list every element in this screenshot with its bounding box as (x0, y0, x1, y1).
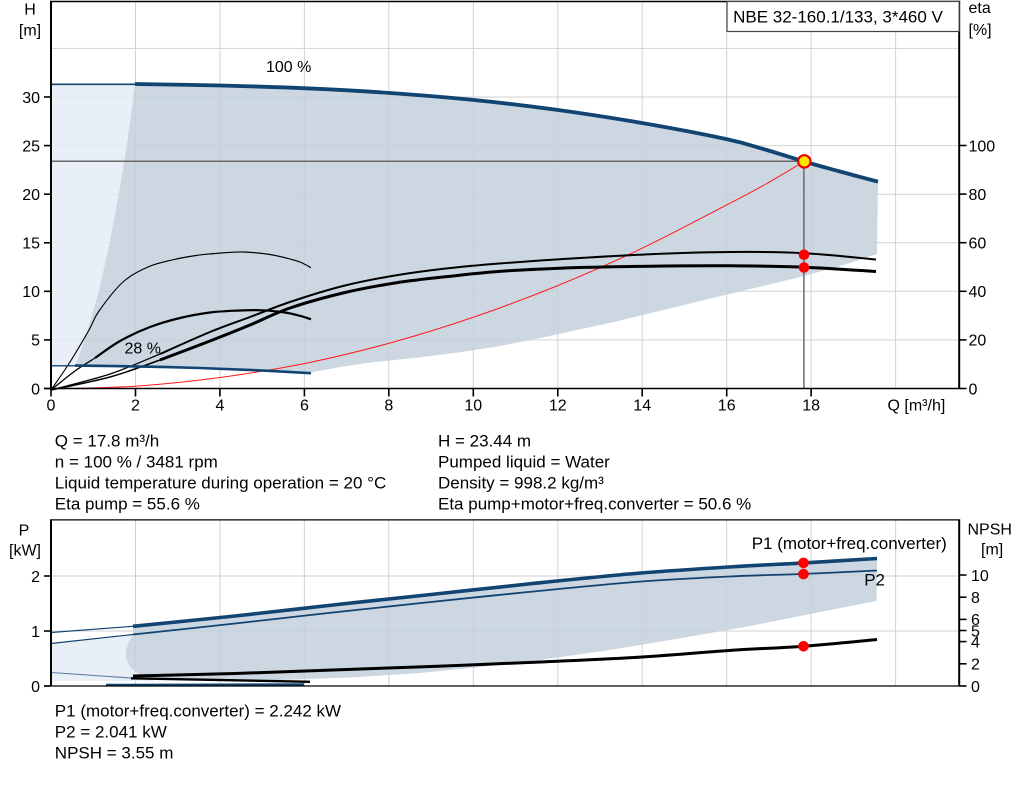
svg-text:P1 (motor+freq.converter): P1 (motor+freq.converter) (752, 534, 947, 553)
svg-text:n = 100 % / 3481 rpm: n = 100 % / 3481 rpm (55, 452, 218, 471)
svg-text:P: P (19, 523, 30, 540)
svg-text:NPSH: NPSH (968, 522, 1012, 539)
svg-text:[%]: [%] (969, 22, 992, 39)
svg-text:eta: eta (969, 0, 991, 17)
svg-text:10: 10 (464, 398, 482, 415)
svg-text:NBE 32-160.1/133, 3*460 V: NBE 32-160.1/133, 3*460 V (733, 8, 943, 27)
svg-text:P2 = 2.041 kW: P2 = 2.041 kW (55, 722, 167, 741)
svg-text:60: 60 (969, 236, 987, 253)
svg-text:0: 0 (969, 381, 978, 398)
svg-text:16: 16 (718, 398, 736, 415)
svg-text:4: 4 (215, 398, 224, 415)
svg-text:28 %: 28 % (125, 341, 161, 358)
svg-text:[m]: [m] (981, 542, 1003, 559)
svg-text:20: 20 (22, 187, 40, 204)
svg-text:12: 12 (549, 398, 567, 415)
svg-text:18: 18 (802, 398, 820, 415)
svg-text:H: H (24, 2, 36, 19)
svg-text:100: 100 (969, 138, 996, 155)
svg-text:8: 8 (384, 398, 393, 415)
svg-text:6: 6 (971, 612, 980, 629)
svg-text:Eta pump = 55.6 %: Eta pump = 55.6 % (55, 494, 200, 513)
svg-text:5: 5 (971, 623, 980, 640)
svg-text:4: 4 (971, 634, 980, 651)
svg-text:1: 1 (31, 624, 40, 641)
svg-text:0: 0 (971, 679, 980, 696)
svg-text:0: 0 (47, 398, 56, 415)
svg-text:25: 25 (22, 138, 40, 155)
svg-text:Pumped liquid = Water: Pumped liquid = Water (438, 452, 610, 471)
svg-text:2: 2 (971, 657, 980, 674)
svg-text:2: 2 (131, 398, 140, 415)
svg-text:40: 40 (969, 284, 987, 301)
svg-text:[kW]: [kW] (9, 543, 41, 560)
svg-text:2: 2 (31, 569, 40, 586)
svg-text:5: 5 (31, 333, 40, 350)
svg-text:Liquid temperature during oper: Liquid temperature during operation = 20… (55, 473, 386, 492)
svg-text:P2: P2 (864, 570, 885, 589)
svg-text:H = 23.44 m: H = 23.44 m (438, 431, 531, 450)
svg-text:[m]: [m] (19, 23, 41, 40)
svg-text:Q = 17.8 m³/h: Q = 17.8 m³/h (55, 431, 159, 450)
svg-text:30: 30 (22, 90, 40, 107)
svg-text:Density = 998.2 kg/m³: Density = 998.2 kg/m³ (438, 473, 604, 492)
svg-text:15: 15 (22, 236, 40, 253)
svg-text:10: 10 (971, 568, 989, 585)
svg-text:Eta pump+motor+freq.converter: Eta pump+motor+freq.converter = 50.6 % (438, 494, 751, 513)
svg-text:80: 80 (969, 187, 987, 204)
svg-text:100 %: 100 % (266, 59, 311, 76)
svg-text:14: 14 (633, 398, 651, 415)
svg-text:10: 10 (22, 284, 40, 301)
svg-text:P1 (motor+freq.converter) = 2.: P1 (motor+freq.converter) = 2.242 kW (55, 701, 341, 720)
svg-text:0: 0 (31, 381, 40, 398)
svg-text:6: 6 (300, 398, 309, 415)
svg-text:Q [m³/h]: Q [m³/h] (888, 398, 946, 415)
svg-text:8: 8 (971, 590, 980, 607)
svg-text:20: 20 (969, 333, 987, 350)
svg-text:0: 0 (31, 679, 40, 696)
svg-text:NPSH = 3.55 m: NPSH = 3.55 m (55, 743, 174, 762)
